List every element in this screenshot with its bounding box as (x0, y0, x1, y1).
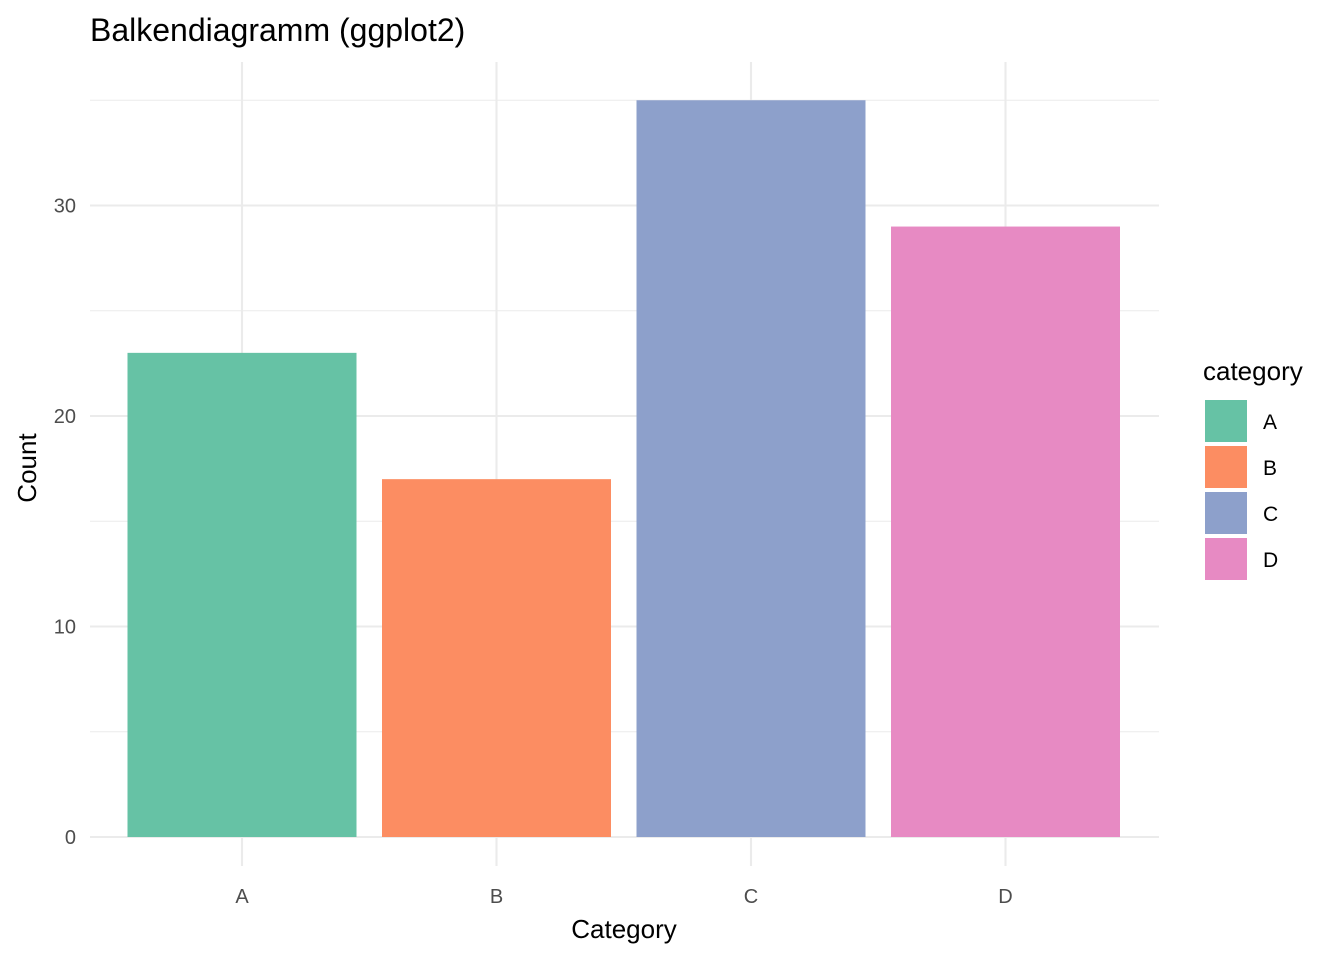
chart-title: Balkendiagramm (ggplot2) (90, 12, 465, 48)
bar-d (891, 226, 1120, 838)
bar-a (127, 352, 357, 837)
y-tick-label: 0 (65, 827, 76, 849)
bar-b (382, 479, 611, 837)
x-tick-label: B (490, 886, 503, 908)
legend-label: D (1263, 549, 1278, 572)
y-tick-label: 20 (54, 406, 76, 428)
legend-label: A (1263, 411, 1277, 434)
y-tick-label: 30 (54, 196, 76, 218)
x-tick-label: D (998, 886, 1012, 908)
x-axis-title: Category (571, 914, 677, 944)
bar-c (636, 100, 866, 837)
y-axis-title: Count (12, 433, 42, 503)
x-tick-label: A (235, 886, 249, 908)
legend-label: C (1263, 503, 1278, 526)
legend-key-c (1205, 492, 1247, 534)
x-tick-label: C (744, 886, 758, 908)
legend-label: B (1263, 457, 1277, 480)
legend-key-b (1205, 446, 1247, 488)
x-axis-ticks: A B C D (235, 886, 1012, 908)
legend-key-a (1205, 400, 1247, 442)
bars (127, 100, 1120, 838)
legend-title: category (1203, 356, 1303, 386)
y-axis-ticks: 0 10 20 30 (54, 196, 76, 850)
y-tick-label: 10 (54, 617, 76, 639)
legend-key-d (1205, 538, 1247, 580)
